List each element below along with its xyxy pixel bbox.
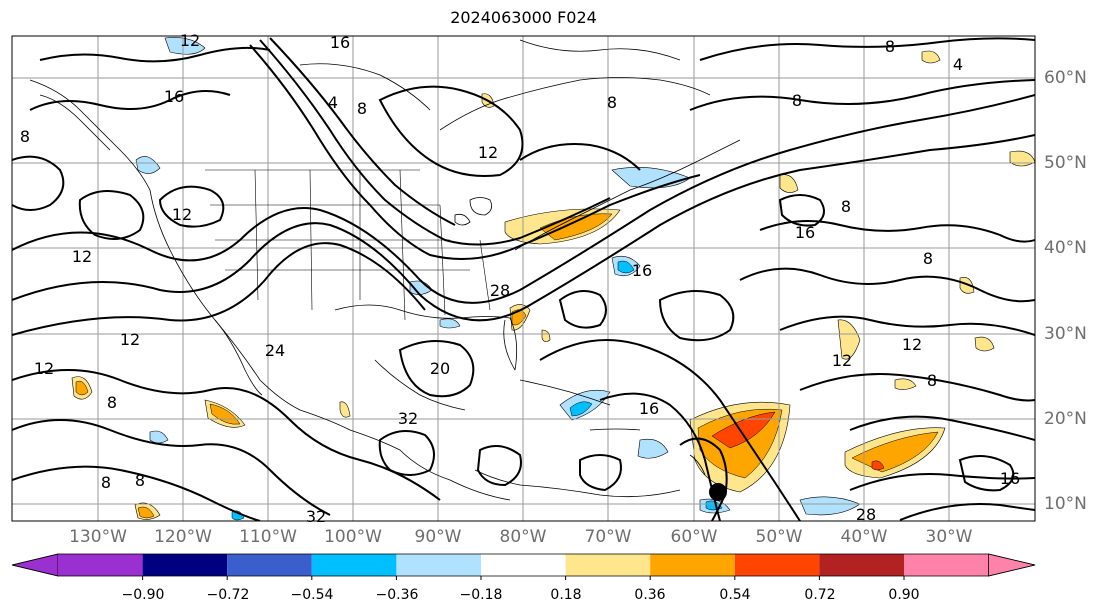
colorbar-segment bbox=[565, 554, 651, 576]
contour-label: 16 bbox=[164, 87, 184, 106]
longitude-label: 100°W bbox=[324, 527, 382, 547]
contour-label: 8 bbox=[357, 99, 367, 118]
contour-label: 16 bbox=[632, 261, 652, 280]
colorbar bbox=[11, 553, 1036, 580]
map-title: 2024063000 F024 bbox=[450, 8, 597, 27]
contour-label: 4 bbox=[953, 55, 963, 74]
longitude-label: 70°W bbox=[584, 527, 632, 547]
contour-label: 8 bbox=[927, 371, 937, 390]
colorbar-segments bbox=[11, 553, 1036, 577]
longitude-label: 130°W bbox=[69, 527, 127, 547]
contour-label: 8 bbox=[885, 37, 895, 56]
colorbar-segment bbox=[819, 554, 904, 576]
contour-label-group: 12 16 8 12 8 4 12 8 12 16 8 4 8 8 8 16 1… bbox=[20, 31, 1020, 526]
contour-label: 28 bbox=[490, 281, 510, 300]
colorbar-tick-label: −0.54 bbox=[290, 587, 334, 603]
longitude-label: 110°W bbox=[239, 527, 297, 547]
contour-label: 8 bbox=[101, 473, 111, 492]
colorbar-segment bbox=[227, 554, 312, 576]
contour-label: 8 bbox=[107, 393, 117, 412]
colorbar-segment bbox=[311, 554, 397, 576]
contour-label: 12 bbox=[172, 205, 192, 224]
contour-label: 12 bbox=[832, 351, 852, 370]
colorbar-tick-label: −0.36 bbox=[375, 587, 419, 603]
contour-label: 8 bbox=[923, 249, 933, 268]
latitude-label: 40°N bbox=[1044, 238, 1087, 258]
longitude-label: 50°W bbox=[755, 527, 803, 547]
latitude-label: 30°N bbox=[1044, 324, 1087, 344]
colorbar-extend-high bbox=[988, 553, 1036, 577]
height-contours bbox=[12, 37, 1035, 521]
longitude-label: 30°W bbox=[925, 527, 973, 547]
contour-label: 32 bbox=[398, 409, 418, 428]
contour-label: 32 bbox=[306, 507, 326, 526]
contour-label: 12 bbox=[34, 359, 54, 378]
colorbar-segment bbox=[142, 554, 228, 576]
colorbar-tick-label: 0.36 bbox=[634, 587, 666, 603]
colorbar-tick-label: 0.72 bbox=[804, 587, 836, 603]
graticule bbox=[12, 36, 1035, 521]
colorbar-segment bbox=[481, 554, 566, 576]
colorbar-tick-label: −0.90 bbox=[121, 587, 165, 603]
colorbar-tick-label: 0.18 bbox=[550, 587, 582, 603]
longitude-label: 80°W bbox=[499, 527, 547, 547]
contour-label: 20 bbox=[430, 359, 450, 378]
storm-marker bbox=[709, 483, 727, 501]
contour-label: 8 bbox=[841, 197, 851, 216]
colorbar-segment bbox=[396, 554, 481, 576]
colorbar-segment bbox=[904, 554, 989, 576]
map-frame bbox=[11, 35, 1036, 522]
longitude-label: 60°W bbox=[670, 527, 718, 547]
state-borders bbox=[205, 169, 491, 321]
contour-label: 12 bbox=[180, 31, 200, 50]
longitude-label: 120°W bbox=[154, 527, 212, 547]
contour-label: 12 bbox=[120, 330, 140, 349]
longitude-label: 90°W bbox=[414, 527, 462, 547]
colorbar-outline bbox=[11, 553, 1036, 577]
contour-label: 16 bbox=[330, 33, 350, 52]
latitude-label: 50°N bbox=[1044, 153, 1087, 173]
colorbar-tick-label: −0.18 bbox=[459, 587, 503, 603]
contour-label: 8 bbox=[792, 91, 802, 110]
contour-label: 24 bbox=[265, 341, 285, 360]
longitude-label: 40°W bbox=[840, 527, 888, 547]
contour-label: 8 bbox=[607, 93, 617, 112]
colorbar-segment bbox=[650, 554, 735, 576]
colorbar-segment bbox=[58, 554, 143, 576]
contour-label: 12 bbox=[902, 335, 922, 354]
latitude-label: 10°N bbox=[1044, 494, 1087, 514]
colorbar-extend-low bbox=[11, 553, 59, 577]
contour-label: 28 bbox=[856, 505, 876, 524]
contour-label: 8 bbox=[135, 471, 145, 490]
contour-label: 4 bbox=[328, 93, 338, 112]
colorbar-ticks bbox=[142, 576, 905, 580]
latitude-label: 20°N bbox=[1044, 409, 1087, 429]
contour-label: 12 bbox=[72, 247, 92, 266]
shaded-anomaly-areas bbox=[71, 37, 1035, 521]
contour-label: 8 bbox=[20, 127, 30, 146]
contour-label: 16 bbox=[1000, 469, 1020, 488]
contour-label: 16 bbox=[639, 399, 659, 418]
colorbar-tick-label: 0.90 bbox=[888, 587, 920, 603]
colorbar-tick-label: 0.54 bbox=[719, 587, 751, 603]
colorbar-tick-label: −0.72 bbox=[206, 587, 250, 603]
latitude-label: 60°N bbox=[1044, 68, 1087, 88]
contour-label: 12 bbox=[478, 143, 498, 162]
coastlines bbox=[29, 39, 741, 501]
colorbar-segment bbox=[734, 554, 820, 576]
contour-label: 16 bbox=[795, 223, 815, 242]
